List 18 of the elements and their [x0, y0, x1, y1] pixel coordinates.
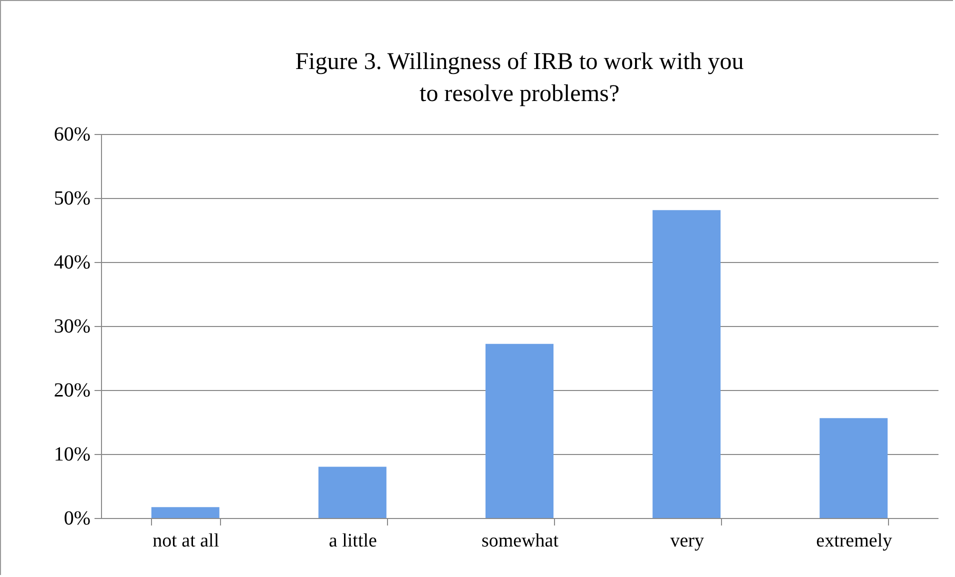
y-tick-label: 30% — [54, 316, 90, 338]
bar — [151, 507, 220, 518]
y-tick-label: 40% — [54, 252, 90, 274]
y-tick-label: 0% — [64, 508, 90, 530]
x-tick-label: somewhat — [481, 530, 560, 552]
x-tick-label: a little — [328, 530, 377, 552]
x-tick-label: not at all — [152, 530, 220, 552]
bar — [652, 210, 721, 518]
x-tick-label: very — [670, 530, 704, 552]
y-tick-label: 20% — [54, 380, 90, 402]
bar — [486, 344, 554, 518]
y-tick-label: 50% — [54, 188, 90, 210]
chart-title: Figure 3. Willingness of IRB to work with you to resolve problems? — [295, 49, 744, 107]
y-tick-label: 10% — [54, 444, 90, 466]
bar — [820, 418, 888, 518]
x-tick-label: extremely — [816, 530, 893, 552]
y-tick-label: 60% — [54, 124, 90, 146]
bar — [318, 466, 386, 518]
